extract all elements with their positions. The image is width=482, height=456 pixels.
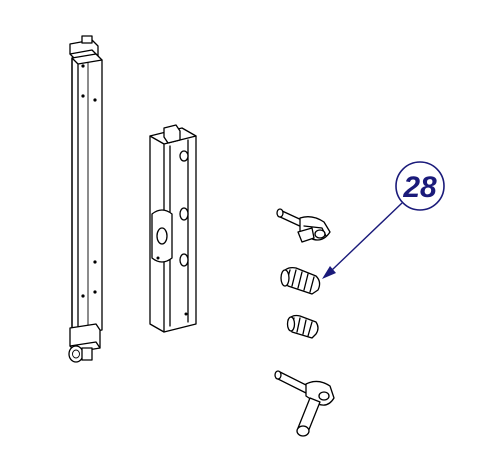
leader-line bbox=[331, 202, 403, 271]
handle-lever-part bbox=[274, 370, 335, 437]
channel-bracket-part bbox=[149, 124, 197, 333]
spring-part bbox=[280, 266, 321, 295]
leader-arrowhead bbox=[322, 266, 336, 279]
small-spring-part bbox=[286, 314, 319, 339]
callout-28: 28 bbox=[322, 161, 445, 279]
vertical-rail-part bbox=[68, 35, 103, 363]
callout-label: 28 bbox=[402, 171, 437, 204]
pin-with-lever-part bbox=[276, 208, 331, 243]
